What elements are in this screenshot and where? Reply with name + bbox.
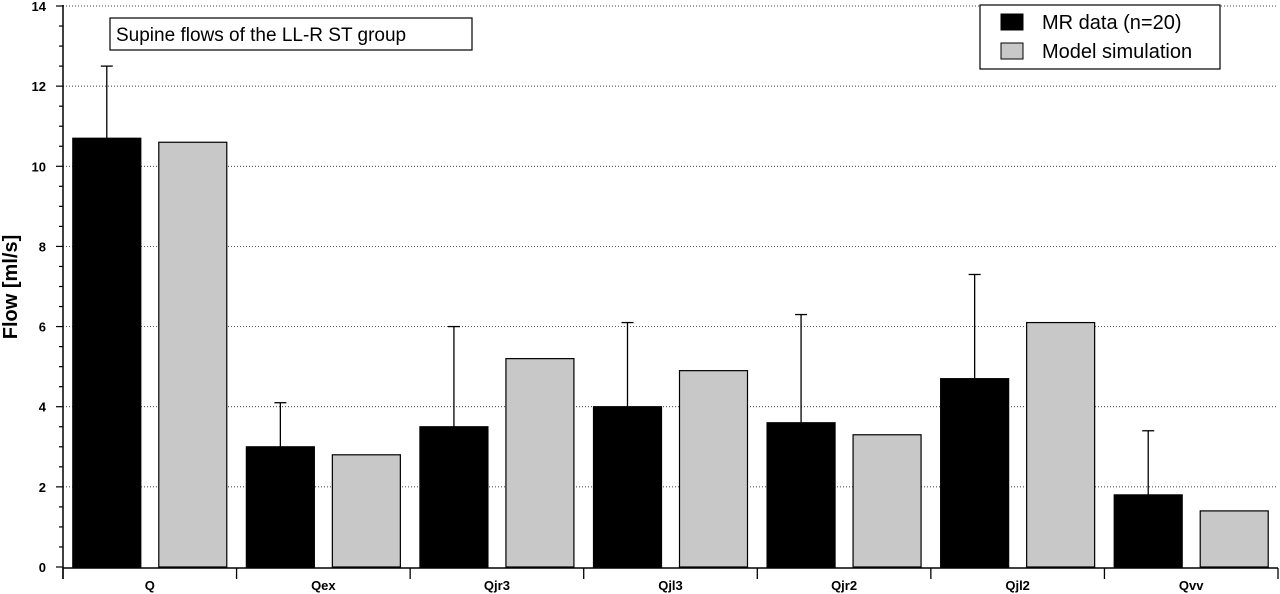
y-axis-label: Flow [ml/s] xyxy=(0,235,22,339)
y-tick-label: 2 xyxy=(39,480,46,495)
y-tick-label: 0 xyxy=(39,560,46,575)
bar xyxy=(1113,494,1183,568)
error-bars xyxy=(100,65,1155,495)
chart-title-box: Supine flows of the LL-R ST group xyxy=(109,17,473,51)
legend: MR data (n=20) Model simulation xyxy=(979,4,1221,70)
bar xyxy=(592,406,663,568)
bar xyxy=(158,141,228,568)
legend-swatch-model-simulation xyxy=(1000,42,1024,60)
x-tick-label: Qjr3 xyxy=(484,578,510,593)
bar xyxy=(1026,321,1096,568)
bar xyxy=(505,358,575,568)
bar xyxy=(852,434,922,568)
legend-swatch-mr-data xyxy=(1000,13,1024,31)
y-tick-label: 12 xyxy=(32,79,46,94)
y-tick-label: 6 xyxy=(39,320,46,335)
bar xyxy=(245,446,315,568)
x-tick-label: Qvv xyxy=(1179,578,1204,593)
bar xyxy=(419,426,489,568)
legend-label-mr-data: MR data (n=20) xyxy=(1042,12,1182,34)
x-tick-label: Q xyxy=(145,578,155,593)
y-tick-label: 14 xyxy=(32,0,47,14)
bar xyxy=(940,378,1010,568)
bars xyxy=(72,137,1269,568)
y-tick-label: 4 xyxy=(39,400,47,415)
y-tick-label: 8 xyxy=(39,239,46,254)
chart-title: Supine flows of the LL-R ST group xyxy=(116,25,406,46)
y-tick-label: 10 xyxy=(32,159,46,174)
bar xyxy=(766,422,836,568)
axes: Q Qex Qjr3 Qjl3 Qjr2 Qjl2 Qvv 0 2 4 6 8 10 12 14 xyxy=(32,0,1279,593)
x-tick-label: Qjl2 xyxy=(1005,578,1030,593)
grid-lines xyxy=(63,5,1278,488)
x-tick-label: Qjr2 xyxy=(831,578,857,593)
legend-label-model-simulation: Model simulation xyxy=(1042,41,1192,63)
bar xyxy=(1199,510,1269,568)
bar xyxy=(331,454,401,568)
x-tick-label: Qex xyxy=(311,578,336,593)
bar xyxy=(72,137,142,568)
x-tick-label: Qjl3 xyxy=(658,578,683,593)
bar xyxy=(678,370,749,568)
